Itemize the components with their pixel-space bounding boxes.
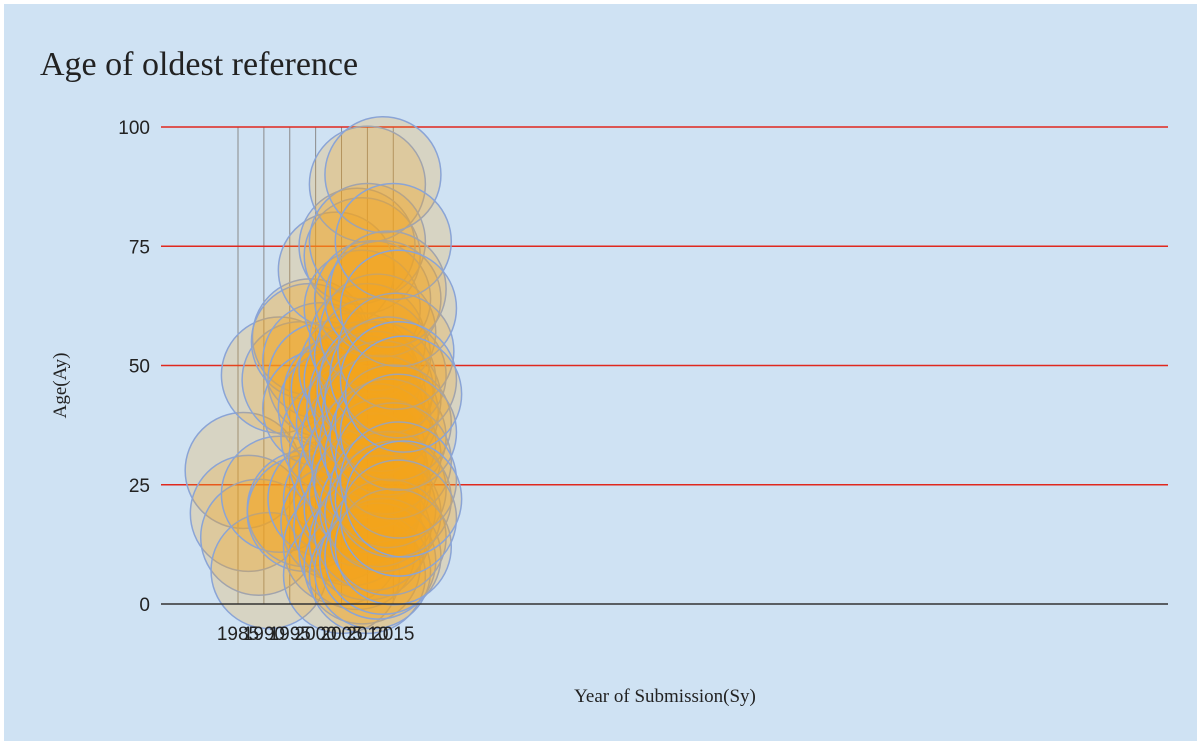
chart-title: Age of oldest reference [40,46,359,83]
x-tick-label: 1995 [269,624,311,645]
data-point [339,249,458,368]
data-point [334,440,453,558]
x-tick-label: 2005 [320,624,362,645]
data-point [344,440,463,558]
x-tick-label: 2000 [294,624,336,645]
y-axis-label: Age(Ay) [50,353,71,419]
data-point [334,182,453,301]
data-point [334,488,453,606]
data-point [329,230,447,348]
x-axis-label: Year of Submission(Sy) [574,686,756,707]
data-point [303,197,421,315]
data-point [344,335,463,453]
y-tick-label: 100 [118,118,150,139]
data-point [339,373,458,492]
x-tick-label: 1985 [217,624,259,645]
y-tick-label: 50 [129,357,150,378]
x-tick-label: 2015 [372,624,414,645]
data-point [189,454,308,573]
y-tick-label: 0 [139,595,150,616]
data-point [339,421,458,539]
y-tick-label: 25 [129,476,150,497]
x-tick-label: 2010 [346,624,388,645]
data-point [324,115,442,234]
data-point [321,354,440,472]
data-point [339,321,458,439]
y-tick-label: 75 [129,237,150,258]
x-tick-label: 1990 [243,624,285,645]
data-point [339,459,458,577]
